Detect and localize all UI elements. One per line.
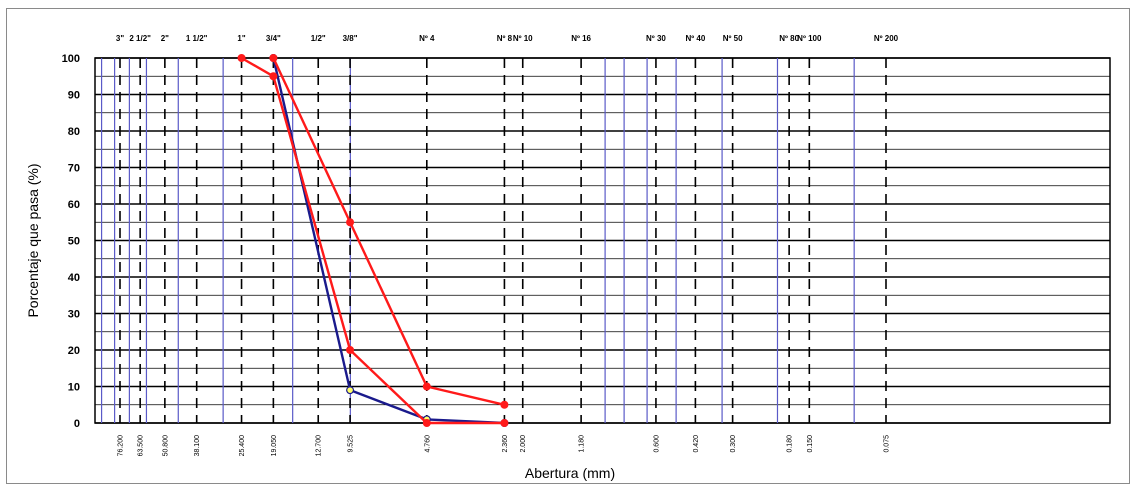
sieve-label: 1 1/2" [186,34,208,43]
sieve-label: 3" [116,34,124,43]
sieve-label: 1/2" [311,34,326,43]
sieve-label: Nº 100 [797,34,822,43]
opening-label: 1.180 [579,435,586,453]
opening-label: 12.700 [316,435,323,457]
y-tick-label: 80 [68,126,80,138]
opening-label: 0.420 [693,435,700,453]
series-line-1 [272,57,505,425]
opening-label: 4.760 [424,435,431,453]
data-point [422,382,431,391]
opening-label: 2.360 [502,435,509,453]
sieve-label: Nº 40 [685,34,705,43]
y-tick-label: 60 [68,199,80,211]
sieve-label: Nº 30 [646,34,666,43]
sieve-label: Nº 80 [779,34,799,43]
chart-frame [6,8,1130,484]
sieve-label: 3/4" [266,34,281,43]
opening-label: 9.525 [348,435,355,453]
data-point [500,400,509,409]
sieve-label: 3/8" [343,34,358,43]
data-point [346,218,355,227]
opening-label: 0.300 [730,435,737,453]
sieve-label: Nº 10 [513,34,533,43]
sieve-label: Nº 16 [571,34,591,43]
opening-label: 50.800 [162,435,169,457]
data-point [269,72,278,81]
sieve-label: 1" [237,34,245,43]
y-tick-label: 40 [68,272,80,284]
opening-label: 0.150 [807,435,814,453]
opening-label: 0.600 [653,435,660,453]
opening-label: 25.400 [239,435,246,457]
x-axis-title: Abertura (mm) [525,465,615,481]
y-axis-title: Porcentaje que pasa (%) [25,163,41,317]
y-tick-label: 0 [74,418,80,430]
y-tick-label: 70 [68,163,80,175]
sieve-label: Nº 8 [497,34,513,43]
sieve-label: Nº 4 [419,34,435,43]
y-tick-label: 30 [68,309,80,321]
opening-label: 2.000 [520,435,527,453]
data-point [422,419,431,428]
data-point [500,419,509,428]
opening-label: 76.200 [118,435,125,457]
y-tick-label: 20 [68,345,80,357]
y-tick-label: 100 [62,53,80,65]
opening-label: 38.100 [194,435,201,457]
sieve-label: 2 1/2" [129,34,151,43]
sieve-label: 2" [161,34,169,43]
data-point [237,53,246,62]
data-point [346,346,355,355]
y-tick-label: 50 [68,236,80,248]
data-point [346,386,355,395]
opening-label: 0.075 [884,435,891,453]
opening-label: 19.050 [271,435,278,457]
sieve-label: Nº 200 [874,34,899,43]
opening-label: 0.180 [787,435,794,453]
y-tick-label: 10 [68,382,80,394]
opening-label: 63.500 [138,435,145,457]
series-line-3 [272,57,505,406]
sieve-label: Nº 50 [723,34,743,43]
data-point [269,53,278,62]
y-tick-label: 90 [68,90,80,102]
